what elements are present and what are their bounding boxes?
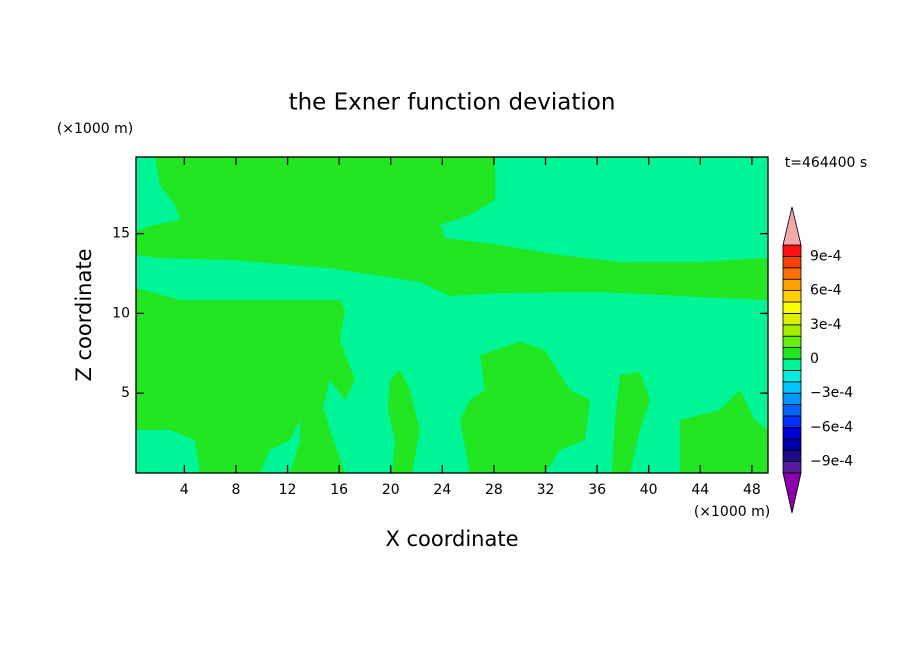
colorbar-band (782, 278, 802, 292)
x-unit: (×1000 m) (694, 504, 770, 520)
colorbar-band (782, 426, 802, 440)
time-label: t=464400 s (785, 155, 867, 171)
colorbar-tick-label: −9e-4 (810, 454, 853, 470)
colorbar-band (782, 369, 802, 383)
chart-title: the Exner function deviation (289, 90, 616, 116)
colorbar-band (782, 312, 802, 326)
contour-region (136, 288, 355, 473)
colorbar-tick-label: 9e-4 (810, 248, 842, 264)
colorbar-tick-label: 3e-4 (810, 317, 842, 333)
colorbar-band (782, 244, 802, 257)
colorbar-over (782, 206, 802, 246)
contour-region (290, 380, 345, 473)
y-tick-label: 15 (112, 226, 130, 242)
colorbar-band (782, 381, 802, 394)
y-unit: (×1000 m) (57, 121, 133, 137)
x-tick-label: 16 (330, 482, 348, 498)
colorbar-band (782, 335, 802, 349)
contour-region (612, 372, 650, 473)
plot-frame (135, 156, 769, 474)
contour-field (136, 157, 768, 473)
x-tick-label: 8 (231, 482, 240, 498)
axes (136, 157, 768, 473)
contour-region (136, 157, 768, 300)
x-tick-label: 44 (691, 482, 709, 498)
colorbar-band (782, 404, 802, 417)
x-tick-label: 32 (537, 482, 555, 498)
y-tick-label: 5 (121, 385, 130, 401)
y-axis-title: Z coordinate (72, 248, 96, 381)
colorbar-band (782, 255, 802, 269)
colorbar-band (782, 301, 802, 314)
colorbar-tick-label: −3e-4 (810, 385, 853, 401)
x-tick-label: 12 (279, 482, 297, 498)
x-axis-title: X coordinate (385, 527, 518, 551)
colorbar-band (782, 358, 802, 371)
colorbar-band (782, 347, 802, 360)
colorbar-band (782, 290, 802, 303)
colorbar-band (782, 324, 802, 337)
x-tick-label: 48 (743, 482, 761, 498)
colorbar-tick-label: 6e-4 (810, 283, 842, 299)
x-tick-label: 20 (382, 482, 400, 498)
x-tick-label: 28 (485, 482, 503, 498)
x-tick-label: 40 (640, 482, 658, 498)
contour-region (460, 342, 590, 473)
colorbar-under (782, 472, 802, 514)
colorbar-band (782, 438, 802, 451)
contour-region (228, 420, 255, 473)
colorbar-band (782, 267, 802, 280)
contour-region (388, 370, 420, 473)
x-tick-label: 36 (588, 482, 606, 498)
colorbar-band (782, 415, 802, 428)
x-tick-label: 24 (433, 482, 451, 498)
colorbar-band (782, 461, 802, 474)
x-tick-label: 4 (180, 482, 189, 498)
colorbar-tick-label: −6e-4 (810, 419, 853, 435)
colorbar-tick-label: 0 (810, 351, 819, 367)
contour-region (680, 390, 768, 473)
y-tick-label: 10 (112, 305, 130, 321)
colorbar-band (782, 392, 802, 406)
colorbar-band (782, 449, 802, 463)
